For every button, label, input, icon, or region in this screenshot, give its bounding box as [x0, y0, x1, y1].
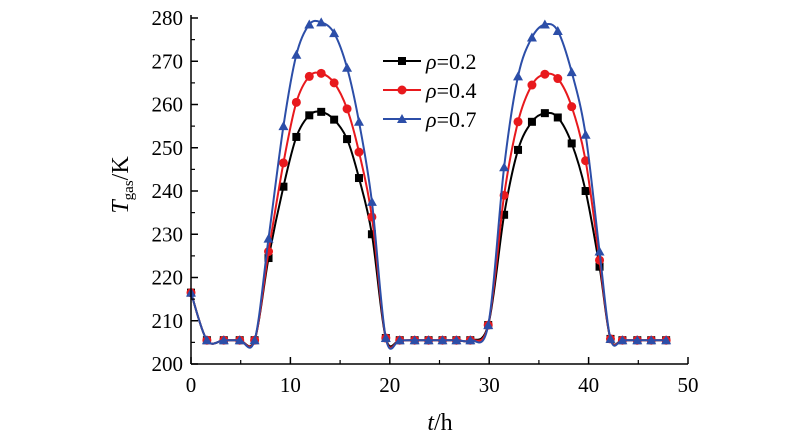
data-point [580, 129, 591, 139]
data-point [605, 333, 616, 343]
y-tick-label: 280 [152, 6, 184, 30]
data-point [234, 335, 245, 345]
data-point [451, 335, 462, 345]
data-point [553, 113, 562, 122]
data-point [380, 333, 391, 343]
data-point [342, 104, 352, 114]
y-tick-label: 260 [152, 93, 184, 117]
data-point [304, 19, 315, 29]
y-tick-label: 220 [152, 266, 184, 290]
data-point [249, 335, 260, 345]
data-point [527, 117, 536, 126]
data-point [304, 71, 314, 81]
data-point [329, 78, 339, 88]
data-point [366, 196, 377, 206]
data-point [553, 74, 563, 84]
data-point [264, 247, 274, 257]
x-axis-label: t/h [427, 410, 452, 436]
data-point [305, 111, 314, 120]
data-point [316, 17, 327, 27]
data-point [354, 174, 363, 183]
data-point [317, 107, 326, 116]
data-point [292, 132, 301, 141]
data-point [218, 335, 229, 345]
data-point [617, 335, 628, 345]
legend-label-series-2: ρ=0.4 [425, 78, 476, 103]
data-point [291, 97, 301, 107]
data-point [263, 233, 274, 243]
data-point [646, 335, 657, 345]
y-tick-label: 250 [152, 136, 184, 160]
data-point [567, 139, 576, 148]
data-point [423, 335, 434, 345]
data-point [279, 182, 288, 191]
y-tick-label: 240 [152, 179, 184, 203]
y-tick-label: 270 [152, 49, 184, 73]
y-axis-label: Tgas/K [108, 156, 137, 214]
y-tick-label: 210 [152, 309, 184, 333]
y-axis-label-subscript: gas [121, 180, 137, 200]
plot-area [186, 17, 672, 350]
data-point [354, 147, 364, 157]
y-axis-label-var: T [108, 199, 134, 214]
legend: ρ=0.2 ρ=0.4 ρ=0.7 [383, 49, 476, 132]
data-point [500, 210, 509, 219]
legend-entry: ρ=0.2 [383, 49, 476, 74]
legend-marker-series-2 [397, 85, 407, 95]
data-point [552, 25, 563, 35]
y-tick-label: 200 [152, 352, 184, 376]
data-point [513, 71, 524, 81]
data-point [465, 335, 476, 345]
data-point [409, 335, 420, 345]
data-point [367, 212, 377, 222]
data-point [539, 19, 550, 29]
x-tick-label: 10 [280, 373, 301, 397]
legend-entry: ρ=0.4 [383, 78, 476, 103]
legend-label-series-3: ρ=0.7 [425, 107, 476, 132]
legend-marker-series-3 [397, 114, 407, 123]
data-point [278, 121, 289, 131]
data-point [526, 32, 537, 42]
data-point [566, 67, 577, 77]
x-tick-label: 50 [678, 373, 699, 397]
y-axis-label-unit: /K [108, 156, 134, 181]
data-point [329, 28, 340, 38]
data-point [661, 335, 672, 345]
data-point [514, 145, 523, 154]
data-point [581, 187, 590, 195]
x-tick-label: 0 [186, 373, 197, 397]
data-point [437, 335, 448, 345]
x-axis-label-var: t [427, 410, 435, 436]
data-point [330, 115, 339, 124]
data-point [278, 158, 288, 168]
axes: 0 10 20 30 40 50 200 210 220 230 240 250 260 270 280 [152, 6, 699, 397]
data-point [632, 335, 643, 345]
legend-marker-series-1 [398, 57, 406, 65]
data-point [343, 135, 352, 144]
data-point [527, 80, 537, 90]
legend-label-series-1: ρ=0.2 [425, 49, 476, 74]
data-point [353, 116, 364, 126]
series-3 [186, 17, 672, 350]
x-tick-label: 40 [578, 373, 599, 397]
data-point [567, 102, 577, 112]
data-point [540, 109, 549, 118]
data-point [394, 335, 405, 345]
x-tick-label: 20 [379, 373, 400, 397]
data-point [483, 320, 494, 330]
data-point [540, 69, 550, 79]
data-point [594, 246, 605, 256]
data-point [513, 117, 523, 127]
data-point [367, 230, 376, 239]
x-axis-label-unit: /h [434, 410, 453, 436]
legend-entry: ρ=0.7 [383, 107, 476, 132]
x-tick-label: 30 [479, 373, 500, 397]
data-point [291, 49, 302, 59]
data-point [499, 162, 510, 172]
y-tick-label: 230 [152, 222, 184, 246]
data-point [316, 68, 326, 78]
data-point [201, 335, 212, 345]
data-point [342, 62, 353, 72]
